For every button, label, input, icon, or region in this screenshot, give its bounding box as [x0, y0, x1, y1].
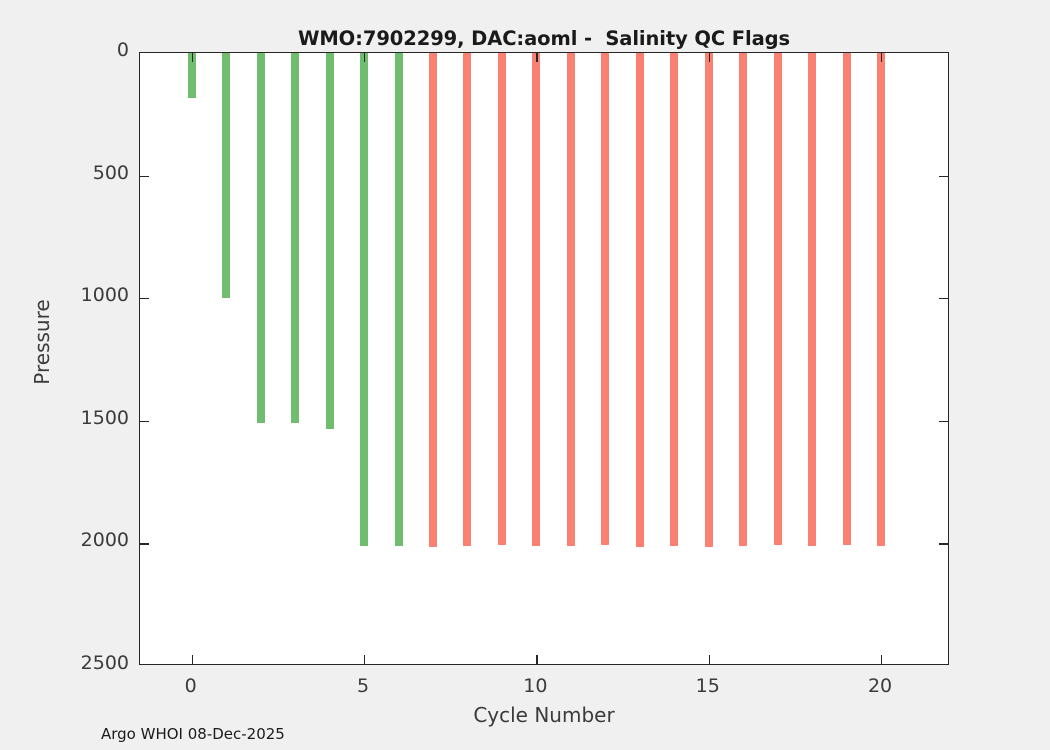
profile-bar-cycle-11	[566, 53, 575, 546]
profile-bar-cycle-14	[670, 53, 679, 546]
profile-bar-cycle-17	[773, 53, 782, 545]
x-tick-top-0	[191, 53, 193, 62]
profile-bar-cycle-1	[222, 53, 231, 299]
y-tick-right-1000	[939, 298, 948, 300]
x-tick-label-15: 15	[695, 675, 720, 697]
y-tick-label-1000: 1000	[80, 284, 129, 307]
profile-bar-cycle-19	[842, 53, 851, 545]
x-tick-top-10	[536, 53, 538, 62]
profile-bar-cycle-3	[291, 53, 300, 424]
x-tick-5	[364, 655, 366, 664]
y-tick-right-2000	[939, 543, 948, 545]
profile-bar-cycle-2	[256, 53, 265, 424]
x-tick-label-0: 0	[184, 675, 197, 697]
profile-bar-cycle-13	[635, 53, 644, 548]
y-tick-right-1500	[939, 420, 948, 423]
profile-bar-cycle-5	[360, 53, 369, 546]
profile-bar-cycle-8	[463, 53, 472, 546]
profile-bar-cycle-6	[394, 53, 403, 546]
x-axis-title: Cycle Number	[473, 703, 615, 727]
profile-bar-cycle-4	[325, 53, 334, 430]
profile-bar-cycle-16	[739, 53, 748, 546]
profile-bar-cycle-9	[497, 53, 506, 545]
profile-bar-cycle-18	[808, 53, 817, 546]
y-tick-500	[140, 175, 149, 177]
x-tick-label-20: 20	[867, 675, 893, 697]
x-tick-label-5: 5	[356, 675, 370, 697]
y-tick-2000	[140, 543, 149, 545]
y-tick-right-500	[939, 175, 948, 177]
y-tick-1500	[140, 420, 149, 423]
y-tick-label-1500: 1500	[80, 406, 129, 429]
profile-bar-cycle-0	[187, 53, 196, 99]
x-tick-top-15	[708, 53, 711, 62]
page-title: WMO:7902299, DAC:aoml - Salinity QC Flag…	[297, 27, 791, 50]
profile-bar-cycle-15	[704, 53, 713, 548]
profile-bar-cycle-20	[877, 53, 886, 546]
x-tick-top-5	[364, 53, 366, 62]
y-tick-label-0: 0	[116, 39, 129, 61]
y-tick-label-2000: 2000	[80, 529, 129, 552]
y-axis-title: Pressure	[30, 299, 54, 385]
x-tick-label-10: 10	[523, 675, 548, 697]
plot-area[interactable]	[139, 52, 949, 665]
x-tick-top-20	[881, 53, 883, 62]
x-tick-15	[708, 655, 711, 664]
profile-bar-cycle-12	[601, 53, 610, 545]
footer-credit: Argo WHOI 08-Dec-2025	[101, 725, 285, 743]
x-tick-0	[191, 655, 193, 664]
bars-layer	[140, 53, 948, 664]
y-tick-label-2500: 2500	[80, 652, 129, 674]
profile-bar-cycle-10	[532, 53, 541, 546]
x-tick-20	[881, 655, 883, 664]
x-tick-10	[536, 655, 538, 664]
y-tick-1000	[140, 298, 149, 300]
y-tick-label-500: 500	[92, 161, 129, 184]
profile-bar-cycle-7	[428, 53, 437, 548]
